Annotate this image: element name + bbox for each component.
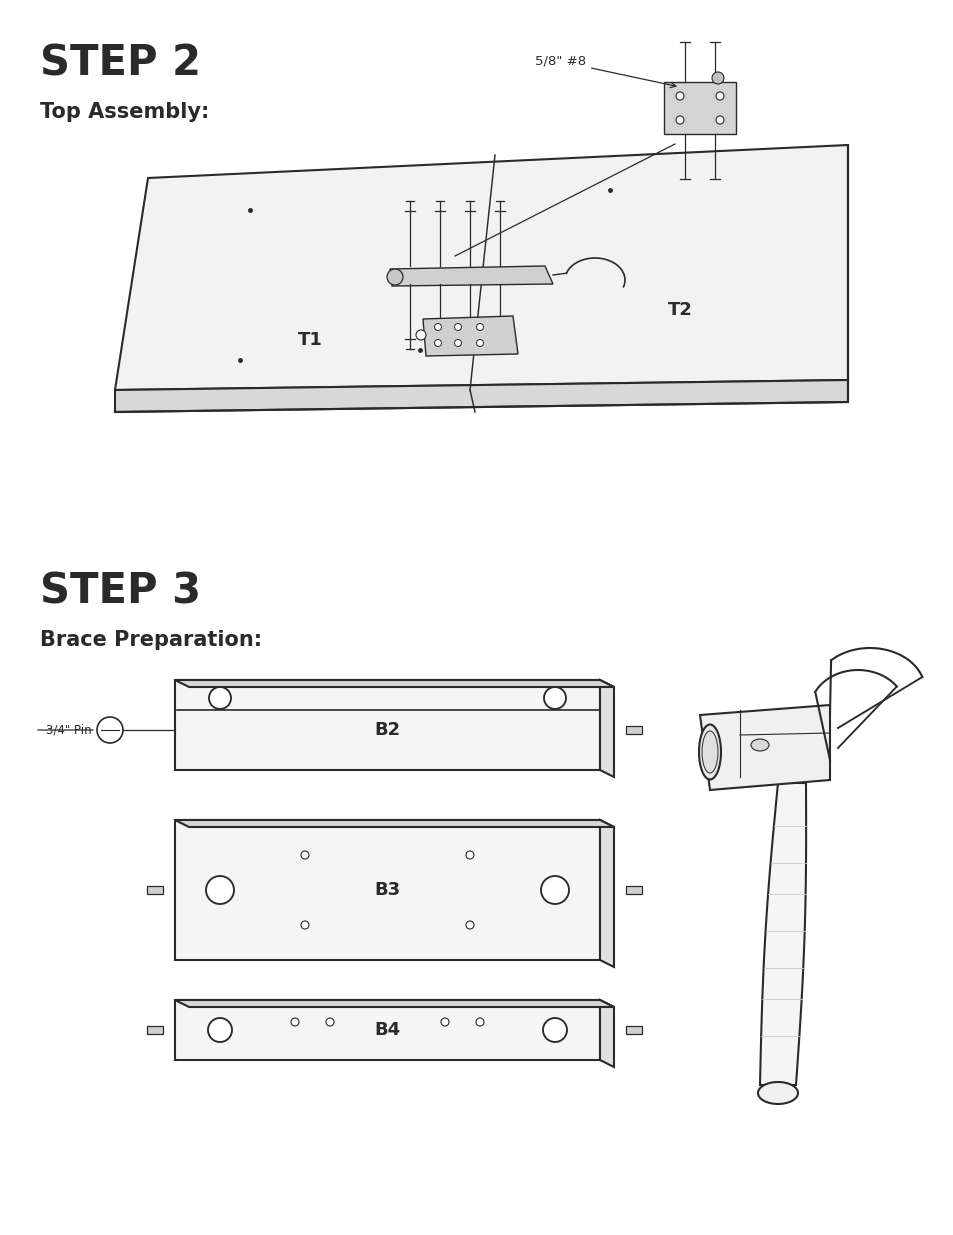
Text: Brace Preparation:: Brace Preparation:: [40, 630, 262, 650]
Bar: [174, 680, 599, 769]
Circle shape: [434, 340, 441, 347]
Polygon shape: [760, 783, 805, 1086]
Circle shape: [206, 876, 233, 904]
Text: STEP 2: STEP 2: [40, 42, 201, 84]
Circle shape: [97, 718, 123, 743]
Text: 5/8" #8: 5/8" #8: [535, 56, 676, 88]
Polygon shape: [390, 266, 553, 287]
Text: B2: B2: [374, 721, 399, 739]
Ellipse shape: [758, 1082, 797, 1104]
Circle shape: [676, 116, 683, 124]
Polygon shape: [700, 705, 829, 790]
Circle shape: [291, 1018, 298, 1026]
Circle shape: [209, 687, 231, 709]
Circle shape: [476, 324, 483, 331]
Bar: [625, 885, 641, 894]
Circle shape: [434, 324, 441, 331]
Polygon shape: [174, 1000, 614, 1007]
Text: Top Assembly:: Top Assembly:: [40, 103, 209, 122]
Polygon shape: [115, 144, 847, 390]
Circle shape: [301, 851, 309, 860]
Text: B3: B3: [374, 881, 399, 899]
Bar: [625, 1026, 641, 1034]
Circle shape: [454, 340, 461, 347]
Circle shape: [540, 876, 568, 904]
Circle shape: [465, 921, 474, 929]
Polygon shape: [599, 1000, 614, 1067]
Circle shape: [476, 1018, 483, 1026]
Bar: [174, 1000, 599, 1060]
Circle shape: [711, 72, 723, 84]
Circle shape: [326, 1018, 334, 1026]
Polygon shape: [599, 820, 614, 967]
Circle shape: [543, 687, 565, 709]
Polygon shape: [115, 380, 847, 412]
Text: T2: T2: [667, 301, 692, 319]
Circle shape: [676, 91, 683, 100]
Bar: [147, 1026, 163, 1034]
Circle shape: [542, 1018, 566, 1042]
Text: B4: B4: [374, 1021, 399, 1039]
Ellipse shape: [750, 739, 768, 751]
Text: T1: T1: [297, 331, 322, 350]
Polygon shape: [599, 680, 614, 777]
Circle shape: [716, 91, 723, 100]
Text: 3/4" Pin: 3/4" Pin: [47, 724, 91, 736]
Polygon shape: [174, 820, 614, 827]
Circle shape: [716, 116, 723, 124]
Circle shape: [476, 340, 483, 347]
Bar: [174, 820, 599, 960]
Circle shape: [454, 324, 461, 331]
Polygon shape: [422, 316, 517, 356]
Polygon shape: [174, 680, 614, 687]
Bar: [147, 885, 163, 894]
Circle shape: [465, 851, 474, 860]
Bar: [625, 726, 641, 734]
Circle shape: [208, 1018, 232, 1042]
Circle shape: [416, 330, 426, 340]
Circle shape: [440, 1018, 449, 1026]
Text: STEP 3: STEP 3: [40, 571, 201, 613]
Circle shape: [387, 269, 402, 285]
Ellipse shape: [701, 731, 718, 773]
Ellipse shape: [699, 725, 720, 779]
Circle shape: [301, 921, 309, 929]
Polygon shape: [663, 82, 735, 135]
